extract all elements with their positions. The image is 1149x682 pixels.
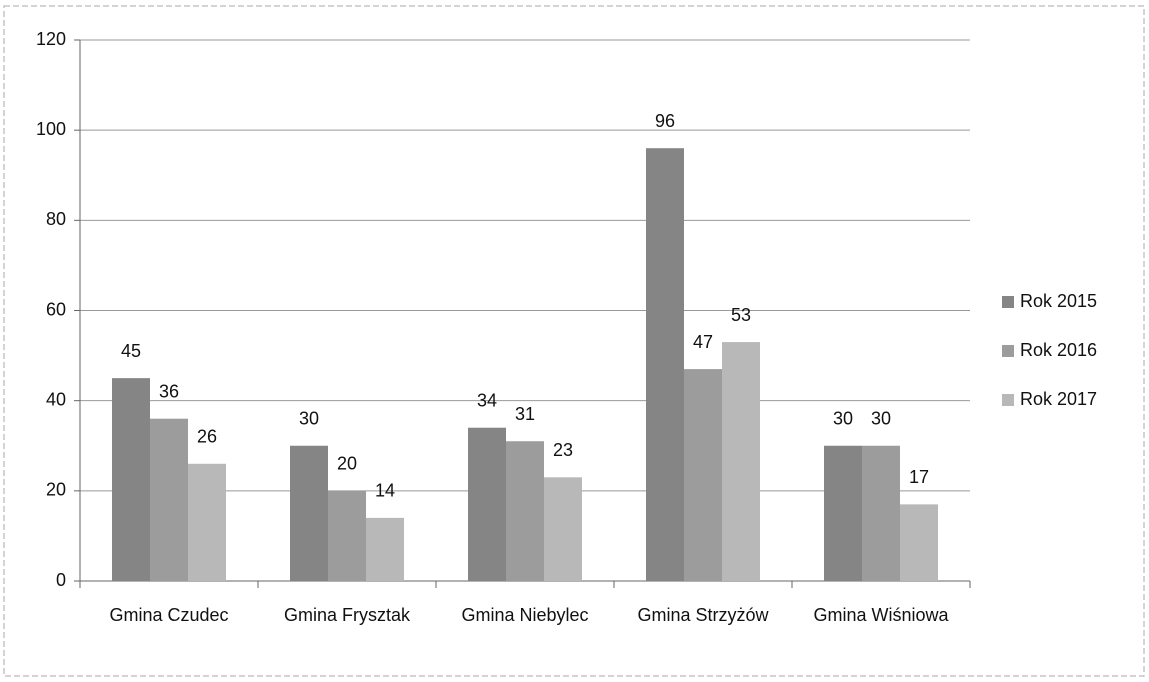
bar (544, 477, 582, 581)
data-label: 26 (197, 427, 217, 447)
x-tick-label: Gmina Frysztak (284, 605, 411, 625)
bar (862, 445, 900, 581)
bar (328, 490, 366, 581)
y-tick-label: 40 (46, 389, 66, 409)
legend-label: Rok 2016 (1020, 340, 1097, 360)
y-tick-label: 80 (46, 209, 66, 229)
legend-swatch (1002, 296, 1014, 308)
legend-swatch (1002, 345, 1014, 357)
y-tick-label: 120 (36, 29, 66, 49)
data-label: 23 (553, 440, 573, 460)
data-label: 53 (731, 305, 751, 325)
bar (150, 418, 188, 581)
bar (188, 463, 226, 581)
y-tick-label: 20 (46, 480, 66, 500)
x-tick-label: Gmina Niebylec (461, 605, 588, 625)
x-tick-label: Gmina Strzyżów (637, 605, 769, 625)
legend-label: Rok 2015 (1020, 291, 1097, 311)
chart-border (3, 5, 1145, 677)
bar (722, 342, 760, 581)
data-label: 20 (337, 454, 357, 474)
data-label: 31 (515, 404, 535, 424)
bar (506, 441, 544, 581)
data-label: 17 (909, 467, 929, 487)
data-label: 30 (833, 409, 853, 429)
bar (900, 504, 938, 581)
y-tick-label: 60 (46, 299, 66, 319)
bar (646, 148, 684, 581)
y-tick-label: 100 (36, 119, 66, 139)
y-tick-label: 0 (56, 570, 66, 590)
bar (290, 445, 328, 581)
data-label: 96 (655, 111, 675, 131)
bar (468, 427, 506, 581)
data-label: 30 (299, 409, 319, 429)
bar (684, 369, 722, 581)
data-label: 34 (477, 390, 497, 410)
x-tick-label: Gmina Czudec (109, 605, 228, 625)
legend-swatch (1002, 394, 1014, 406)
data-label: 30 (871, 409, 891, 429)
legend-label: Rok 2017 (1020, 389, 1097, 409)
data-label: 14 (375, 481, 395, 501)
bar (366, 517, 404, 581)
data-label: 45 (121, 341, 141, 361)
data-label: 47 (693, 332, 713, 352)
x-tick-label: Gmina Wiśniowa (813, 605, 949, 625)
bar (824, 445, 862, 581)
bar (112, 378, 150, 581)
data-label: 36 (159, 381, 179, 401)
